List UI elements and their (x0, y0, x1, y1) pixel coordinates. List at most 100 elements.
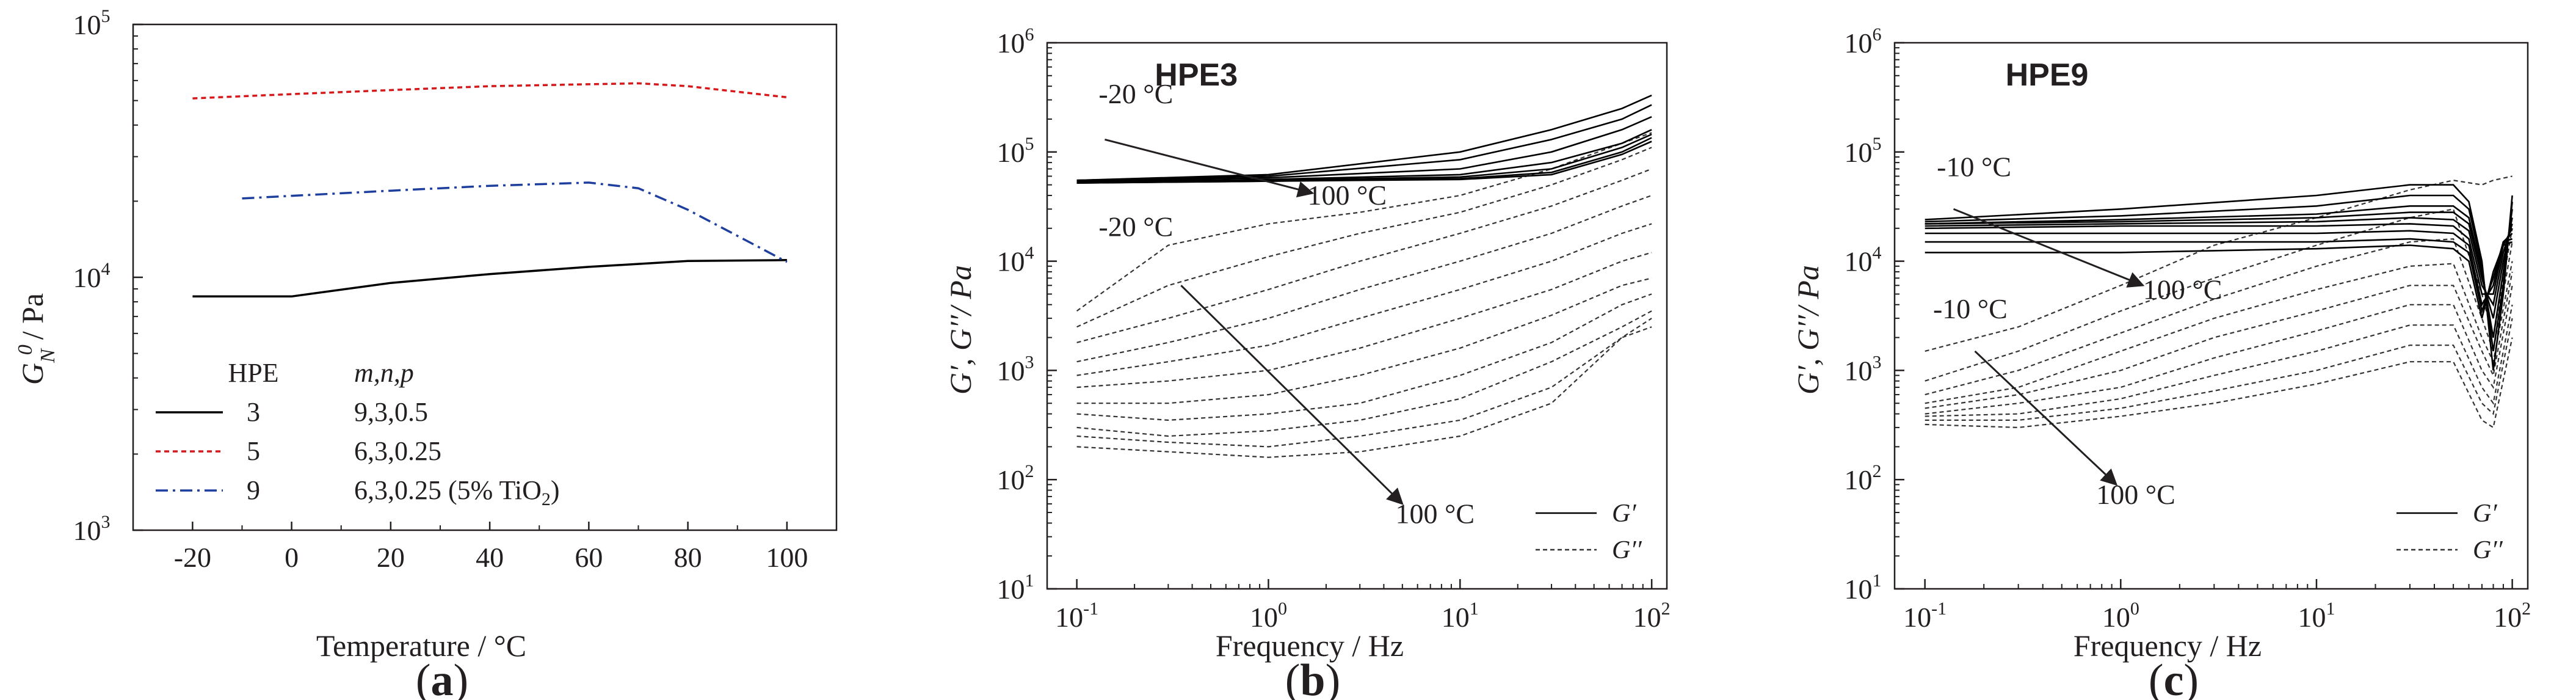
panel-c-plot-frame (1893, 42, 2529, 590)
panel-b-loss-curve (1076, 147, 1652, 328)
panel-c-storage-curve (1925, 184, 2513, 371)
panel-b-ytick-label: 106 (997, 24, 1034, 59)
panel-b-storage-curve (1076, 104, 1652, 181)
panel-label-a: (a) (416, 655, 468, 700)
panel-c-annotation: 100 °C (2096, 479, 2175, 510)
panel-b-title: HPE3 (1155, 57, 1238, 93)
panel-b-chart: G′, G′′/ Pa Frequency / Hz 10-1 100 101 102… (943, 24, 1671, 663)
panel-c-xtick-label: 102 (2494, 599, 2531, 633)
panel-c-temperature-arrow (1953, 208, 2145, 288)
panel-b-loss-curve (1076, 252, 1652, 388)
panel-b-annotation: -20 °C (1098, 211, 1173, 242)
panel-label-a-letter: a (431, 655, 454, 700)
panel-c-xlabel: Frequency / Hz (2073, 629, 2262, 663)
panel-b-ytick-label: 103 (997, 352, 1034, 386)
panel-b-xtick-label: 100 (1250, 599, 1287, 633)
panel-b-temperature-arrow (1180, 285, 1404, 505)
panel-a-legend-hpe: 5 (247, 436, 260, 466)
panel-b-legend-loss-label: G′′ (1612, 536, 1642, 564)
panel-c-loss-curve (1925, 318, 2513, 421)
panel-c-storage-curve (1925, 217, 2513, 307)
panel-a-ytick-label: 105 (73, 6, 111, 40)
panel-c-ytick-label: 101 (1845, 571, 1882, 605)
panel-a-series-9 (242, 181, 788, 263)
panel-a-xtick-label: -20 (174, 542, 211, 573)
panel-a-xtick-label: 0 (285, 542, 299, 573)
panel-label-b-open: ( (1285, 655, 1301, 700)
panel-c-storage-curve (1925, 194, 2513, 352)
panel-b-xlabel: Frequency / Hz (1216, 629, 1404, 663)
panel-b-loss-curve (1076, 293, 1652, 421)
panel-label-a-close: ) (454, 655, 469, 700)
panel-a-series-3 (192, 259, 787, 298)
panel-b-loss-curve (1076, 223, 1652, 376)
panel-c-annotation: -10 °C (1933, 293, 2008, 324)
panel-b-loss-curve (1076, 132, 1652, 312)
panel-b-ytick-label: 105 (997, 134, 1034, 168)
panel-a-ytick-label: 103 (73, 512, 111, 546)
panel-b-storage-curve (1076, 133, 1652, 183)
panel-label-b-close: ) (1326, 655, 1341, 700)
panel-a-ytick-label: 104 (73, 259, 111, 293)
panel-c-xtick-label: 10-1 (1903, 599, 1947, 633)
panel-b-temperature-arrow (1105, 138, 1315, 198)
panel-a-legend-header-params: m,n,p (354, 358, 414, 388)
panel-c-chart: G′, G′′/ Pa Frequency / Hz 10-1 100 101 102… (1791, 24, 2531, 663)
panel-a-legend-params: 6,3,0.25 (5% TiO2) (354, 475, 560, 509)
panel-c-curves (1925, 175, 2513, 429)
panel-c-ylabel: G′, G′′/ Pa (1791, 265, 1825, 395)
panel-b-loss-curve (1076, 310, 1652, 437)
panel-label-c-close: ) (2183, 655, 2199, 700)
panel-a-ylabel-sup: 0 (14, 345, 37, 355)
panel-c-loss-curve (1925, 337, 2513, 429)
panel-b-ytick-label: 102 (997, 461, 1034, 495)
svg-text:GN0/ Pa: GN0 / Pa (14, 293, 59, 385)
panel-a-legend-hpe: 9 (247, 475, 260, 505)
panel-b-loss-curve (1076, 277, 1652, 404)
panel-c-ytick-label: 102 (1845, 461, 1882, 495)
panel-b-plot-frame (1046, 42, 1668, 590)
panel-b-loss-curve (1076, 194, 1652, 363)
panel-c-loss-curve (1925, 238, 2513, 396)
panel-a-ylabel-rest: / Pa (15, 293, 49, 340)
panel-b-storage-curve (1076, 129, 1652, 183)
panel-c-loss-curve (1925, 271, 2513, 409)
panel-a-xtick-label: 60 (575, 542, 603, 573)
panel-a-chart: GN0/ Pa Temperature / °C -20 0 20 40 60 80 100… (14, 6, 838, 663)
panel-b-storage-curve (1076, 94, 1652, 181)
panel-b-storage-curve (1076, 116, 1652, 182)
panel-a-ylabel: GN0 / Pa (14, 293, 59, 385)
panel-b-loss-curve (1076, 326, 1652, 458)
panel-b-annotation: 100 °C (1395, 498, 1475, 529)
panel-c-ytick-label: 103 (1845, 352, 1882, 386)
panel-a-ylabel-main: G (15, 363, 49, 385)
panel-b-ylabel: G′, G′′/ Pa (943, 265, 978, 395)
panel-a-xtick-label: 100 (766, 542, 808, 573)
panel-c-legend-loss-label: G′′ (2473, 536, 2503, 564)
panel-b-legend-storage-label: G′ (1612, 500, 1636, 528)
panel-b-xtick-label: 101 (1442, 599, 1479, 633)
panel-c-annotation: -10 °C (1937, 151, 2011, 182)
panel-b-loss-curve (1076, 168, 1652, 343)
panel-a-ylabel-sub: N (37, 348, 59, 363)
panel-c-title: HPE9 (2006, 57, 2089, 93)
panel-a-xlabel: Temperature / °C (316, 629, 526, 663)
panel-label-b-letter: b (1300, 655, 1325, 700)
panel-c-xtick-label: 101 (2298, 599, 2335, 633)
panel-a-plot-frame (132, 23, 838, 531)
panel-b-annotation: -20 °C (1098, 78, 1173, 109)
panel-b-storage-curve (1076, 137, 1652, 184)
panel-a-xtick-label: 20 (377, 542, 405, 573)
panel-c-xtick-label: 100 (2102, 599, 2139, 633)
panel-c-loss-curve (1925, 261, 2513, 404)
panel-b-xtick-label: 10-1 (1055, 599, 1098, 633)
panel-a-legend-params: 9,3,0.5 (354, 397, 428, 427)
panel-b-loss-curve (1076, 318, 1652, 448)
panel-a-legend-hpe: 3 (247, 397, 260, 427)
panel-c-storage-curve (1925, 241, 2513, 319)
panel-c-loss-curve (1925, 285, 2513, 415)
panel-a-legend-params: 6,3,0.25 (354, 436, 441, 466)
panel-c-annotation: 100 °C (2143, 274, 2222, 305)
panel-c-storage-curve (1925, 205, 2513, 338)
